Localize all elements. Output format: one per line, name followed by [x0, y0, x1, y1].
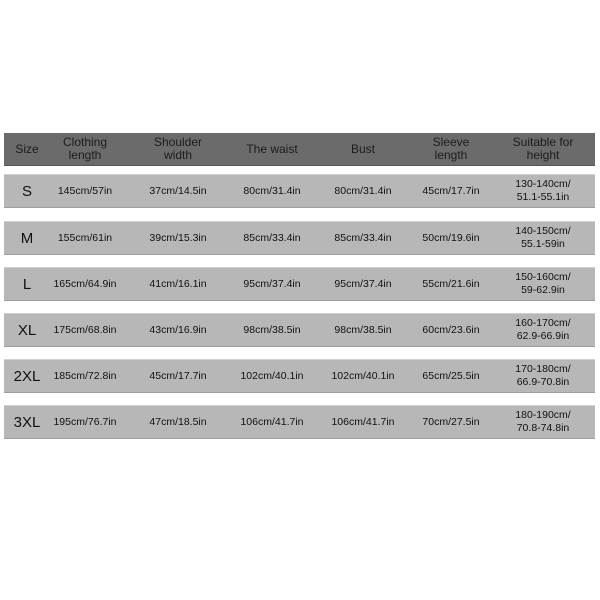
cell-clothing-length: 195cm/76.7in [53, 415, 117, 428]
cell-suitable-height: 130-140cm/ 51.1-55.1in [515, 178, 571, 203]
cell-shoulder-width: 45cm/17.7in [149, 369, 207, 382]
cell-shoulder-width: 37cm/14.5in [149, 184, 207, 197]
cell-bust: 98cm/38.5in [334, 323, 392, 336]
cell-shoulder-width: 41cm/16.1in [149, 277, 207, 290]
cell-waist: 102cm/40.1in [240, 369, 304, 382]
cell-sleeve-length: 60cm/23.6in [422, 323, 480, 336]
header-bust: Bust [350, 141, 375, 156]
cell-bust: 95cm/37.4in [334, 277, 392, 290]
cell-sleeve-length: 70cm/27.5in [422, 415, 480, 428]
table-row: 2XL 185cm/72.8in 45cm/17.7in 102cm/40.1in 10… [4, 359, 595, 393]
table-header: Size Clothing length Shoulder width The wai… [4, 133, 595, 166]
cell-waist: 80cm/31.4in [243, 184, 301, 197]
cell-shoulder-width: 43cm/16.9in [149, 323, 207, 336]
cell-size: S [21, 182, 32, 200]
cell-size: L [22, 275, 32, 293]
cell-bust: 85cm/33.4in [334, 231, 392, 244]
cell-shoulder-width: 39cm/15.3in [149, 231, 207, 244]
header-waist: The waist [246, 141, 298, 156]
cell-suitable-height: 180-190cm/ 70.8-74.8in [515, 409, 571, 434]
cell-waist: 95cm/37.4in [243, 277, 301, 290]
cell-waist: 98cm/38.5in [243, 323, 301, 336]
cell-size: 2XL [13, 367, 41, 385]
cell-suitable-height: 170-180cm/ 66.9-70.8in [515, 363, 571, 388]
table-row: XL 175cm/68.8in 43cm/16.9in 98cm/38.5in 98cm… [4, 313, 595, 347]
header-clothing-length: Clothing length [62, 135, 108, 162]
cell-size: 3XL [13, 413, 41, 431]
table-row: 3XL 195cm/76.7in 47cm/18.5in 106cm/41.7in 10… [4, 405, 595, 439]
cell-clothing-length: 145cm/57in [57, 184, 113, 197]
cell-sleeve-length: 50cm/19.6in [422, 231, 480, 244]
cell-size: M [20, 229, 34, 247]
cell-sleeve-length: 45cm/17.7in [422, 184, 480, 197]
header-suitable-height: Suitable for height [512, 135, 574, 162]
cell-waist: 85cm/33.4in [243, 231, 301, 244]
cell-clothing-length: 185cm/72.8in [53, 369, 117, 382]
header-shoulder-width: Shoulder width [153, 135, 203, 162]
table-row: S 145cm/57in 37cm/14.5in 80cm/31.4in 80cm/31… [4, 174, 595, 208]
cell-sleeve-length: 55cm/21.6in [422, 277, 480, 290]
cell-size: XL [17, 321, 37, 339]
cell-clothing-length: 165cm/64.9in [53, 277, 117, 290]
cell-suitable-height: 140-150cm/ 55.1-59in [515, 225, 571, 250]
cell-suitable-height: 150-160cm/ 59-62.9in [515, 271, 571, 296]
cell-waist: 106cm/41.7in [240, 415, 304, 428]
cell-clothing-length: 155cm/61in [57, 231, 113, 244]
header-size: Size [15, 141, 39, 156]
table-row: M 155cm/61in 39cm/15.3in 85cm/33.4in 85cm/33… [4, 221, 595, 255]
table-row: L 165cm/64.9in 41cm/16.1in 95cm/37.4in 95cm/… [4, 267, 595, 301]
cell-bust: 102cm/40.1in [331, 369, 395, 382]
cell-clothing-length: 175cm/68.8in [53, 323, 117, 336]
cell-bust: 80cm/31.4in [334, 184, 392, 197]
cell-sleeve-length: 65cm/25.5in [422, 369, 480, 382]
cell-shoulder-width: 47cm/18.5in [149, 415, 207, 428]
cell-suitable-height: 160-170cm/ 62.9-66.9in [515, 317, 571, 342]
cell-bust: 106cm/41.7in [331, 415, 395, 428]
header-sleeve-length: Sleeve length [432, 135, 470, 162]
